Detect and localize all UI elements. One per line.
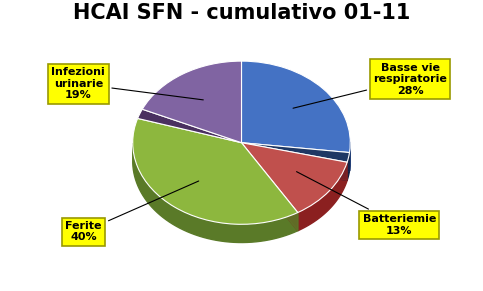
- Polygon shape: [242, 141, 350, 171]
- Wedge shape: [142, 61, 242, 143]
- Wedge shape: [242, 143, 347, 212]
- Polygon shape: [347, 151, 350, 180]
- Text: Infezioni
urinarie
19%: Infezioni urinarie 19%: [51, 67, 203, 100]
- Wedge shape: [138, 109, 242, 143]
- Polygon shape: [242, 141, 347, 180]
- Wedge shape: [242, 61, 350, 152]
- Polygon shape: [242, 141, 347, 180]
- Polygon shape: [133, 143, 298, 242]
- Title: HCAI SFN - cumulativo 01-11: HCAI SFN - cumulativo 01-11: [73, 3, 410, 23]
- Wedge shape: [242, 143, 350, 162]
- Polygon shape: [242, 141, 298, 231]
- Text: Ferite
40%: Ferite 40%: [66, 181, 199, 242]
- Polygon shape: [242, 141, 298, 231]
- Polygon shape: [298, 161, 347, 231]
- Wedge shape: [133, 118, 298, 224]
- Text: Basse vie
respiratorie
28%: Basse vie respiratorie 28%: [293, 63, 447, 108]
- Text: Batteriemie
13%: Batteriemie 13%: [297, 172, 436, 236]
- Polygon shape: [242, 141, 350, 171]
